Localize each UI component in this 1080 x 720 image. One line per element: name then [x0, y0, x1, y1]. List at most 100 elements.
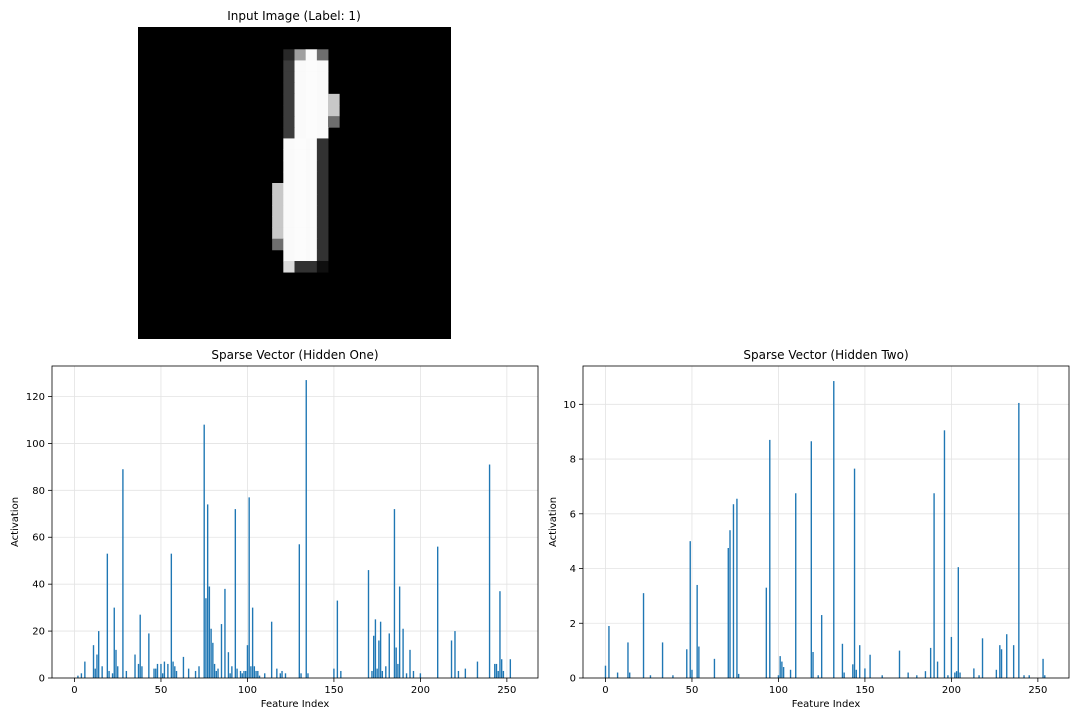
image-pixel	[316, 205, 329, 217]
input-image-panel: Input Image (Label: 1)	[138, 9, 451, 339]
image-pixel	[283, 49, 295, 61]
bar	[812, 652, 814, 678]
image-pixel	[294, 227, 307, 240]
image-pixel	[283, 261, 295, 273]
x-tick-label: 150	[324, 685, 343, 696]
bar	[298, 544, 301, 678]
bar	[1044, 675, 1046, 678]
bar	[732, 504, 735, 678]
image-pixel	[316, 216, 329, 228]
image-pixel	[283, 227, 295, 240]
bar	[642, 593, 645, 678]
image-pixel	[305, 60, 318, 72]
bar	[276, 668, 278, 678]
y-tick-label: 4	[570, 564, 576, 575]
bar	[1000, 649, 1003, 678]
image-pixel	[305, 116, 318, 128]
image-pixel	[272, 216, 284, 228]
bar	[795, 493, 797, 678]
bar	[995, 669, 998, 678]
y-tick-label: 80	[32, 486, 45, 497]
bar	[137, 663, 140, 678]
image-pixel	[316, 71, 329, 84]
bar	[943, 430, 946, 678]
bar	[376, 668, 378, 678]
bar	[698, 646, 700, 678]
hidden-one-grid	[52, 366, 538, 679]
bar	[495, 663, 498, 678]
image-pixel	[316, 116, 329, 128]
bar	[820, 615, 823, 678]
bar	[371, 670, 373, 678]
bar	[616, 672, 619, 678]
bar	[174, 666, 176, 678]
bar	[395, 647, 397, 678]
bar	[924, 671, 927, 678]
bar	[929, 647, 932, 678]
image-pixel	[294, 160, 307, 173]
bar	[139, 614, 141, 678]
bar	[777, 675, 780, 678]
y-tick-label: 8	[570, 455, 576, 466]
x-tick-label: 0	[602, 685, 608, 696]
bar	[101, 666, 103, 678]
bar	[251, 607, 254, 678]
image-pixel	[305, 171, 318, 184]
image-pixel	[283, 183, 295, 195]
y-tick-label: 40	[32, 580, 45, 591]
bar	[781, 661, 783, 678]
bar	[373, 635, 375, 678]
image-pixel	[305, 82, 318, 95]
bar	[855, 669, 857, 678]
image-pixel	[316, 194, 329, 206]
image-pixel	[316, 149, 329, 162]
bar	[869, 654, 871, 678]
bar	[954, 672, 956, 678]
bar	[661, 642, 664, 678]
bar	[864, 668, 866, 678]
image-pixel	[305, 183, 318, 195]
x-tick-label: 100	[769, 685, 788, 696]
bar	[234, 509, 237, 678]
x-tick-label: 200	[411, 685, 430, 696]
bar	[270, 621, 273, 678]
bar	[379, 621, 382, 678]
bar	[258, 675, 261, 678]
bar	[898, 650, 901, 678]
y-tick-label: 120	[26, 392, 45, 403]
bar	[950, 636, 953, 678]
image-pixel	[283, 149, 295, 162]
image-pixel	[316, 238, 329, 251]
bar	[959, 672, 961, 678]
bar	[789, 669, 792, 678]
bar	[208, 586, 211, 678]
hidden-one-axes-frame	[51, 365, 539, 679]
image-pixel	[305, 205, 318, 217]
bar	[231, 666, 233, 678]
bar	[713, 658, 716, 678]
image-pixel	[316, 261, 329, 273]
bar	[367, 570, 370, 678]
image-pixel	[294, 194, 307, 206]
bar	[215, 670, 217, 678]
bar	[106, 553, 109, 678]
y-tick-label: 2	[570, 619, 576, 630]
bar	[227, 652, 230, 678]
bar	[412, 670, 415, 678]
bar	[84, 661, 86, 678]
bar	[437, 546, 439, 678]
image-pixel	[305, 238, 318, 251]
bar	[96, 654, 98, 678]
bar	[689, 541, 691, 678]
bar	[765, 587, 768, 678]
bar	[981, 638, 984, 678]
image-pixel	[283, 71, 295, 84]
image-pixel	[283, 60, 295, 72]
bar	[769, 439, 771, 678]
bar	[378, 640, 380, 678]
bar	[333, 668, 335, 678]
image-pixel	[316, 183, 329, 195]
image-pixel	[328, 105, 340, 117]
image-pixel	[305, 160, 318, 173]
image-pixel	[294, 116, 307, 128]
